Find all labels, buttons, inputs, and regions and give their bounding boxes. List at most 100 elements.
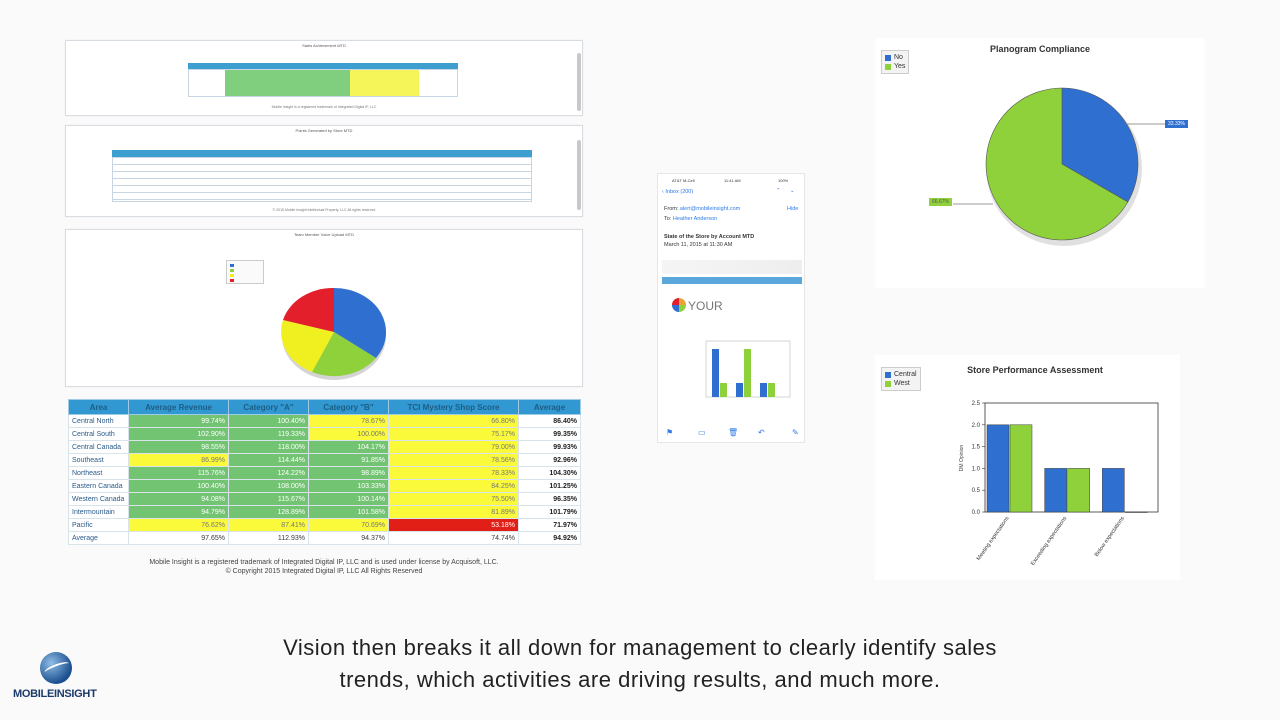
hide-link[interactable]: Hide: [787, 206, 799, 212]
from-label: From:: [664, 206, 679, 212]
table-row: Central Canada 98.55% 118.00% 104.17% 79.00%…: [68, 440, 581, 454]
column-header[interactable]: Category "B": [308, 399, 389, 415]
y-tick-label: 0.5: [972, 488, 981, 494]
battery-level: 100%: [778, 178, 789, 183]
table-cell-rev: 94.08%: [128, 492, 229, 506]
table-cell-area: Average: [68, 531, 129, 545]
chart-title: Planogram Compliance: [989, 44, 1091, 54]
pie-label-yes: 66.67%: [929, 198, 952, 206]
table-cell-area: Central South: [68, 427, 129, 441]
table-header-row: Area Average Revenue Category "A" Catego…: [68, 399, 581, 415]
table-cell-a: 100.40%: [228, 414, 309, 428]
table-cell-b: 100.14%: [308, 492, 389, 506]
mini-table-body: [188, 69, 458, 97]
bar-value-label: 1: [1054, 462, 1057, 468]
y-axis-label: DM Opinion: [959, 445, 965, 472]
panel-title: Sales Achievement MTD: [302, 43, 346, 48]
mini-table-body: [112, 157, 532, 202]
table-row: Central South 102.90% 119.33% 100.00% 75.17%…: [68, 427, 581, 441]
inbox-back-link[interactable]: ‹ Inbox (200): [662, 189, 694, 195]
table-cell-rev: 115.76%: [128, 466, 229, 480]
scrollbar[interactable]: [577, 140, 581, 210]
legend-label: No: [894, 54, 903, 61]
table-cell-rev: 100.40%: [128, 479, 229, 493]
table-row: Northeast 115.76% 124.22% 98.89% 78.33% 104.3…: [68, 466, 581, 480]
table-cell-area: Eastern Canada: [68, 479, 129, 493]
fine-print: © 2015 Mobile Insight Intellectual Prope…: [272, 208, 376, 212]
table-cell-area: Northeast: [68, 466, 129, 480]
table-cell-rev: 97.65%: [128, 531, 229, 545]
logo-icon: [672, 298, 686, 312]
bar-value-label: 0: [1135, 506, 1138, 512]
table-cell-avg: 96.35%: [518, 492, 581, 506]
email-banner: [662, 260, 802, 274]
mobile-insight-logo-icon: [40, 652, 72, 684]
table-cell-a: 108.00%: [228, 479, 309, 493]
chevron-down-icon[interactable]: ⌄: [790, 188, 795, 194]
mini-table-header: [188, 63, 458, 69]
table-cell-tci: 84.25%: [388, 479, 519, 493]
sales-achievement-panel: Sales Achievement MTD Mobile Insight is …: [65, 40, 583, 116]
table-cell-avg: 92.96%: [518, 453, 581, 467]
panel-title: Points Generated by Store MTD: [295, 128, 353, 133]
compose-icon[interactable]: ✎: [792, 428, 799, 437]
footnote-line-2: © Copyright 2015 Integrated Digital IP, …: [225, 568, 423, 575]
y-tick-label: 2.0: [972, 423, 981, 429]
x-category-label: Below expectations: [1094, 516, 1126, 558]
scrollbar[interactable]: [577, 53, 581, 111]
flag-icon[interactable]: ⚑: [666, 428, 674, 437]
legend-item: No: [885, 53, 905, 62]
table-row: Southeast 86.99% 114.44% 91.85% 78.56% 92.96%: [68, 453, 581, 467]
table-cell-tci: 78.56%: [388, 453, 519, 467]
column-header[interactable]: Average: [518, 399, 581, 415]
table-cell-avg: 99.35%: [518, 427, 581, 441]
bar-value-label: 2: [997, 419, 1000, 425]
legend-swatch: [885, 371, 891, 378]
fine-print: Mobile Insight is a registered trademark…: [271, 105, 377, 109]
column-header[interactable]: Category "A": [228, 399, 309, 415]
table-cell-avg: 94.92%: [518, 531, 581, 545]
bar-west: [1125, 511, 1148, 513]
trash-icon[interactable]: 🗑: [728, 428, 739, 437]
table-cell-a: 124.22%: [228, 466, 309, 480]
table-cell-avg: 71.97%: [518, 518, 581, 532]
column-header[interactable]: Average Revenue: [128, 399, 229, 415]
table-cell-tci: 74.74%: [388, 531, 519, 545]
table-cell-b: 104.17%: [308, 440, 389, 454]
table-cell-b: 94.37%: [308, 531, 389, 545]
legend-swatch: [885, 63, 891, 70]
table-cell-area: Pacific: [68, 518, 129, 532]
column-header[interactable]: Area: [68, 399, 129, 415]
table-row: Western Canada 94.08% 115.67% 100.14% 75.50%…: [68, 492, 581, 506]
table-cell-a: 112.93%: [228, 531, 309, 545]
folder-icon[interactable]: ▭: [698, 428, 706, 437]
table-cell-area: Central Canada: [68, 440, 129, 454]
table-cell-rev: 102.90%: [128, 427, 229, 441]
caption-line-2: trends, which activities are driving res…: [339, 667, 941, 692]
table-cell-a: 128.89%: [228, 505, 309, 519]
y-tick-label: 0.0: [972, 510, 981, 516]
email-date: March 11, 2015 at 11:30 AM: [664, 242, 733, 248]
chevron-up-icon[interactable]: ⌃: [776, 188, 781, 194]
to-address[interactable]: Heather Anderson: [672, 216, 718, 222]
carrier-status: AT&T M-Cell: [672, 178, 695, 183]
reply-icon[interactable]: ↶: [758, 428, 765, 437]
bar-west: [1067, 468, 1090, 513]
pie-label-no: 33.33%: [1165, 120, 1188, 128]
table-cell-tci: 75.50%: [388, 492, 519, 506]
table-cell-tci: 78.33%: [388, 466, 519, 480]
legend-swatch: [885, 380, 891, 387]
table-cell-b: 78.67%: [308, 414, 389, 428]
bar-value-label: 1: [1112, 462, 1115, 468]
table-cell-rev: 86.99%: [128, 453, 229, 467]
table-cell-avg: 101.79%: [518, 505, 581, 519]
bar-central: [1102, 468, 1125, 513]
column-header[interactable]: TCI Mystery Shop Score: [388, 399, 519, 415]
area-performance-table: Area Average Revenue Category "A" Catego…: [68, 399, 581, 545]
from-address[interactable]: alert@mobileinsight.com: [679, 206, 741, 212]
company-logo-text: YOUR: [688, 299, 723, 313]
planogram-chart-card: Planogram Compliance No Yes 33.33% 66.67%: [875, 38, 1205, 288]
table-cell-avg: 104.30%: [518, 466, 581, 480]
table-cell-tci: 79.00%: [388, 440, 519, 454]
store-performance-chart-card: Store Performance Assessment Central West…: [875, 355, 1180, 580]
